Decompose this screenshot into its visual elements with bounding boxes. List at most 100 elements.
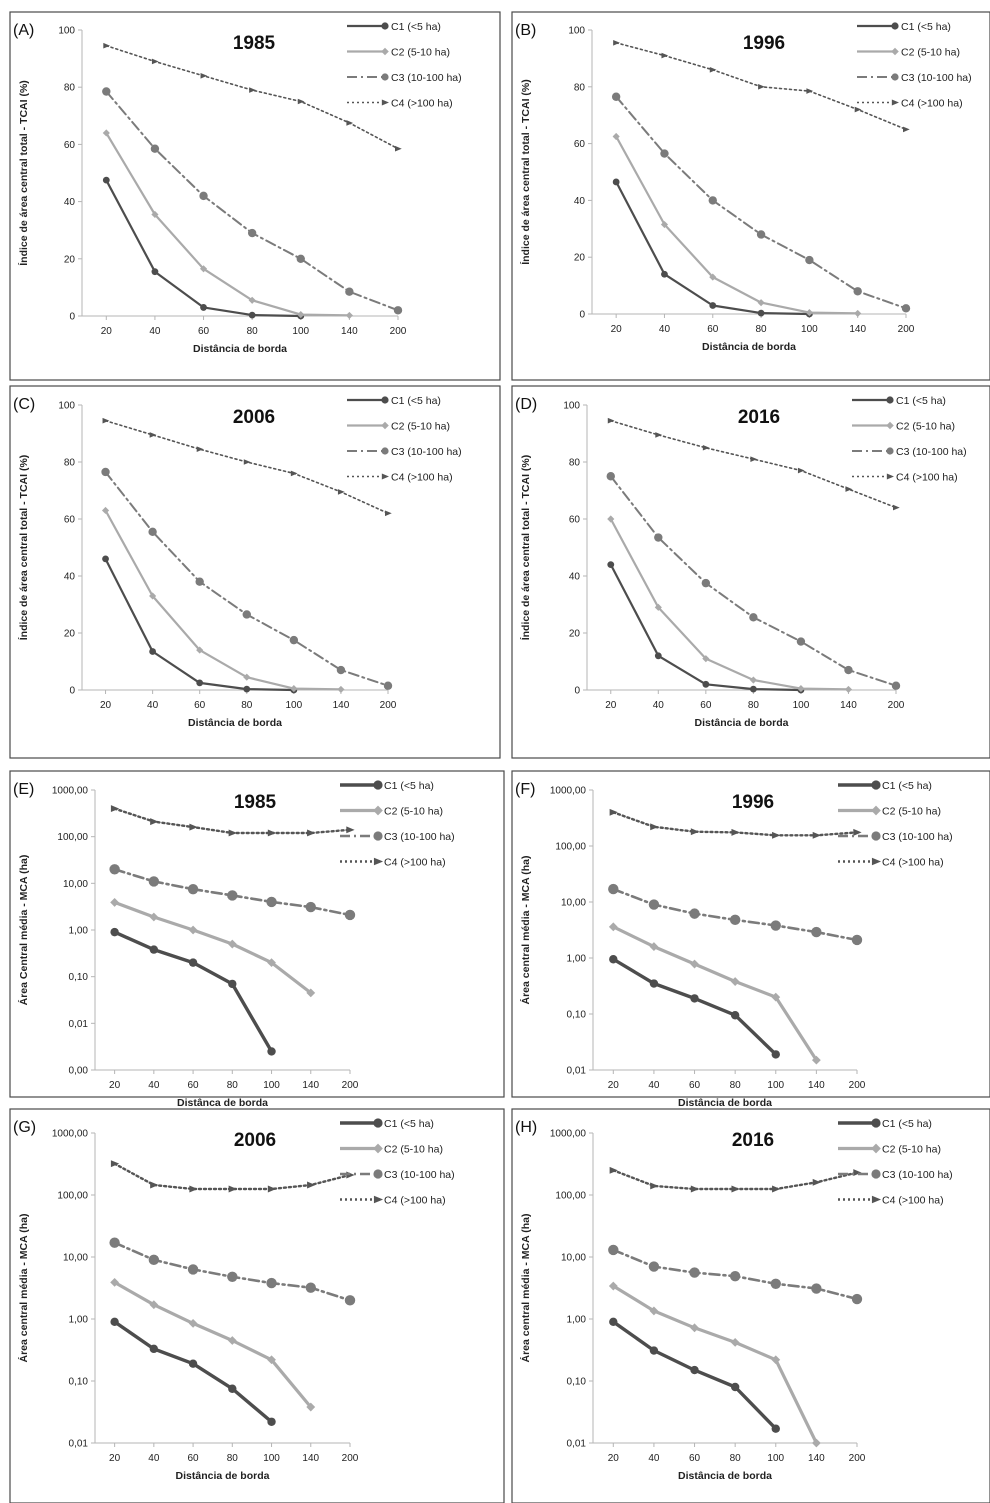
data-point-c2 [149,1300,159,1310]
data-point-c4 [806,88,814,94]
data-point-c3 [729,914,741,926]
data-point-c2 [306,1402,316,1412]
legend-label: C3 (10-100 ha) [882,831,953,843]
data-point-c3 [148,876,160,887]
data-point-c2 [373,805,383,816]
x-tick-label: 140 [808,1453,825,1464]
data-point-c3 [886,447,894,455]
panel-frame [9,1108,505,1503]
y-axis-title: Índice de área central total - TCAI (%) [17,80,30,266]
data-point-c4 [891,99,899,106]
data-point-c3 [648,899,660,910]
y-tick-label: 1000,00 [550,786,587,797]
data-point-c4 [200,72,208,79]
y-tick-label: 80 [64,83,76,94]
data-point-c2 [709,273,717,281]
chart-panel-c: 0 20 40 60 80 100 20 40 60 80 100 140 200 Distância d… [9,385,501,759]
data-point-c3 [187,883,199,895]
data-point-c4 [893,504,900,511]
data-point-c3 [701,578,711,588]
data-point-c4 [812,1178,822,1186]
y-tick-label: 10,00 [561,1253,586,1264]
chart-panel-h: 0,01 0,10 1,00 10,00 100,00 1000,00 20 40 60 80 10… [511,1108,990,1503]
chart-panel-g: 0,01 0,10 1,00 10,00 100,00 1000,00 20 40 60 80 10… [9,1108,505,1503]
data-point-c4 [103,42,111,49]
panel-frame [511,1108,990,1503]
data-point-c3 [289,635,299,645]
y-tick-label: 60 [64,515,76,526]
y-axis-title: Índice de área central total - TCAI (%) [519,455,532,641]
legend-label: C2 (5-10 ha) [384,806,443,818]
data-point-c1 [690,1365,699,1375]
data-point-c2 [149,592,157,600]
data-point-c1 [149,1344,159,1354]
data-point-c1 [228,979,237,989]
data-point-c2 [345,311,353,319]
data-point-c1 [149,945,159,954]
data-point-c4 [267,829,277,837]
y-tick-label: 100 [58,26,75,37]
y-tick-label: 60 [574,139,586,150]
y-tick-label: 40 [569,572,581,583]
data-point-c3 [383,681,393,690]
y-tick-label: 0,01 [69,1439,89,1450]
chart-panel-d: 0 20 40 60 80 100 20 40 60 80 100 140 200 Distância d… [511,385,990,759]
y-tick-label: 10,00 [63,879,88,890]
x-tick-label: 40 [148,1453,160,1464]
series-line-c2 [112,1280,313,1409]
data-point-c2 [337,685,345,693]
data-point-c2 [730,977,740,986]
data-point-c1 [110,1317,119,1327]
y-tick-label: 80 [64,458,76,469]
x-tick-label: 20 [611,324,623,335]
data-point-c2 [110,1277,120,1287]
data-point-c4 [102,417,110,424]
data-point-c3 [770,1278,781,1289]
legend-label: C4 (>100 ha) [882,1195,944,1207]
y-tick-label: 1,00 [69,1315,89,1326]
series-line-c2 [611,1284,819,1445]
data-point-c3 [101,467,110,477]
data-point-c3 [770,920,781,931]
x-tick-label: 200 [342,1453,359,1464]
data-point-c3 [611,92,621,101]
data-point-c3 [796,637,806,646]
x-tick-label: 40 [659,324,671,335]
data-point-c3 [199,191,208,201]
data-point-c1 [102,555,109,563]
panel-letter: (E) [13,781,34,798]
x-tick-label: 40 [149,326,161,337]
data-point-c1 [102,176,110,184]
data-point-c2 [101,506,110,515]
x-tick-label: 20 [109,1080,121,1091]
x-axis-title: Distância de borda [695,717,789,729]
data-point-c1 [690,994,699,1003]
data-point-c3 [729,1271,741,1282]
series-line-c2 [615,135,859,315]
chart-panel-e: 0,00 0,01 0,10 1,00 10,00 100,00 1000,00 20 40 60… [9,770,505,1109]
legend-label: C2 (5-10 ha) [882,1144,941,1156]
data-point-c4 [150,818,159,826]
data-point-c2 [805,309,813,317]
data-point-c1 [871,780,881,790]
x-tick-label: 100 [263,1080,280,1091]
data-point-c1 [243,685,251,693]
data-point-c4 [110,805,120,813]
y-tick-label: 20 [569,629,581,640]
data-point-c1 [771,1050,780,1059]
x-tick-label: 100 [292,326,309,337]
data-point-c4 [395,145,402,152]
y-tick-label: 1,00 [69,926,89,937]
x-tick-label: 140 [302,1453,319,1464]
x-tick-label: 60 [707,324,719,335]
data-point-c1 [749,685,757,693]
y-tick-label: 1000,00 [550,1129,587,1140]
panel-frame [9,11,501,381]
x-tick-label: 140 [302,1080,319,1091]
y-tick-label: 40 [64,572,76,583]
data-point-c4 [189,1185,198,1193]
data-point-c4 [110,1160,120,1168]
data-point-c1 [730,1011,740,1020]
chart-title: 2006 [234,1130,276,1151]
